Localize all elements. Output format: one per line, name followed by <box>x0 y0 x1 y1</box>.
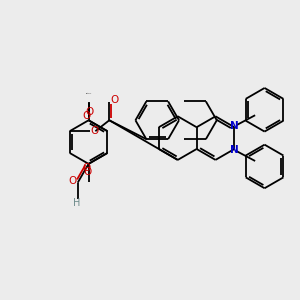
Text: O: O <box>82 111 91 121</box>
Text: O: O <box>85 107 94 117</box>
Text: O: O <box>69 176 77 186</box>
Text: methoxy: methoxy <box>85 92 92 94</box>
Text: O: O <box>90 126 98 136</box>
Text: O: O <box>110 95 118 105</box>
Text: N: N <box>230 145 239 155</box>
Text: O: O <box>82 163 91 173</box>
Text: H: H <box>73 198 80 208</box>
Text: N: N <box>230 121 239 131</box>
Text: O: O <box>83 167 92 177</box>
